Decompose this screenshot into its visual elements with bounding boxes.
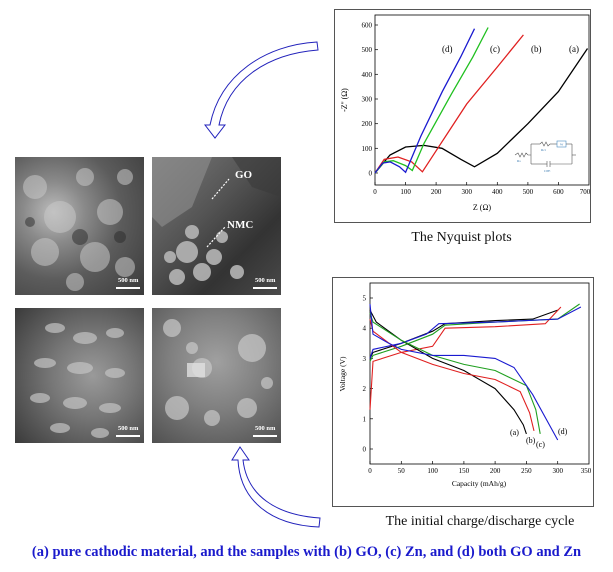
- nyquist-caption: The Nyquist plots: [411, 230, 512, 245]
- sem-image-c: 500 nm: [15, 308, 144, 443]
- x-tick: 500: [523, 188, 534, 196]
- y-tick: 500: [362, 46, 373, 54]
- series-b-charge-line: [369, 306, 562, 410]
- series-c-discharge-line: [369, 312, 541, 434]
- scale-label: 500 nm: [118, 277, 139, 284]
- y-tick: 600: [362, 22, 373, 30]
- nmc-label: NMC: [227, 219, 254, 231]
- y-tick: 100: [362, 145, 373, 153]
- scale-label: 500 nm: [255, 277, 276, 284]
- y-axis-label: Voltage (V): [338, 356, 347, 392]
- x-tick: 350: [581, 467, 592, 475]
- series-d-discharge-line: [369, 303, 559, 441]
- y-tick: 1: [363, 415, 367, 423]
- x-tick: 200: [490, 467, 501, 475]
- nyquist-plot: 0 100 200 300 400 500 600 700 0 100 200 …: [340, 14, 591, 212]
- series-label-b: (b): [531, 44, 542, 54]
- scale-label: 500 nm: [118, 425, 139, 432]
- series-a-discharge-line: [369, 309, 527, 435]
- series-label-c: (c): [490, 44, 500, 54]
- scale-label: 500 nm: [255, 425, 276, 432]
- y-tick: 0: [369, 170, 373, 178]
- x-tick: 700: [580, 188, 590, 196]
- curved-arrow-up-icon: [231, 446, 321, 528]
- figure-caption: (a) pure cathodic material, and the samp…: [31, 544, 582, 560]
- cpe-label: CPE: [544, 169, 550, 173]
- y-axis-label: -Z'' (Ω): [340, 88, 349, 112]
- x-axis-label: Capacity (mAh/g): [452, 479, 507, 488]
- series-c-line: [374, 27, 489, 174]
- x-tick: 600: [553, 188, 564, 196]
- x-tick: 100: [400, 188, 411, 196]
- equivalent-circuit-inset: [514, 140, 576, 167]
- x-tick: 300: [552, 467, 563, 475]
- charge-discharge-chart: 0 50 100 150 200 250 300 350 0 1 2 3 4 5…: [332, 277, 594, 507]
- scale-bar: [116, 287, 140, 289]
- charge-discharge-plot: 0 50 100 150 200 250 300 350 0 1 2 3 4 5…: [338, 282, 592, 488]
- x-tick: 50: [398, 467, 406, 475]
- y-tick: 400: [362, 71, 373, 79]
- scale-bar: [116, 435, 140, 437]
- x-axis-label: Z (Ω): [473, 203, 491, 212]
- x-tick: 150: [459, 467, 470, 475]
- y-tick: 300: [362, 96, 373, 104]
- series-a-charge-line: [369, 309, 558, 359]
- sem-texture: [23, 168, 135, 291]
- series-b-discharge-line: [369, 318, 535, 432]
- x-tick: 100: [427, 467, 438, 475]
- sem-image-d: 500 nm: [152, 308, 281, 443]
- sem-texture: [163, 319, 273, 426]
- rs-label: Rs: [517, 159, 521, 163]
- x-tick: 250: [521, 467, 532, 475]
- series-label-d: (d): [558, 427, 568, 436]
- sem-texture: [30, 323, 125, 438]
- y-tick: 200: [362, 120, 373, 128]
- y-tick: 4: [363, 325, 367, 333]
- series-a-line: [374, 48, 589, 174]
- x-tick: 300: [461, 188, 472, 196]
- w-label: W: [560, 143, 564, 147]
- series-label-d: (d): [442, 44, 453, 54]
- sem-texture: [152, 157, 281, 285]
- charge-discharge-caption: The initial charge/discharge cycle: [385, 514, 575, 529]
- series-label-c: (c): [536, 440, 545, 449]
- sem-image-a: 500 nm: [15, 157, 144, 295]
- series-label-b: (b): [526, 436, 536, 445]
- series-d-line: [374, 28, 476, 174]
- y-tick: 5: [363, 295, 367, 303]
- series-label-a: (a): [510, 428, 519, 437]
- scale-bar: [253, 287, 277, 289]
- rct-label: Rct: [541, 148, 546, 152]
- y-tick: 3: [363, 355, 367, 363]
- x-tick: 0: [368, 467, 372, 475]
- y-tick: 0: [363, 446, 367, 454]
- series-b-line: [374, 34, 524, 174]
- scale-bar: [253, 435, 277, 437]
- go-label: GO: [235, 169, 253, 181]
- curved-arrow-down-icon: [203, 41, 319, 139]
- x-tick: 0: [373, 188, 377, 196]
- y-tick: 2: [363, 385, 367, 393]
- sem-image-b: GO NMC 500 nm: [152, 157, 281, 295]
- x-tick: 200: [431, 188, 442, 196]
- x-tick: 400: [492, 188, 503, 196]
- nyquist-chart: 0 100 200 300 400 500 600 700 0 100 200 …: [334, 9, 591, 223]
- series-label-a: (a): [569, 44, 579, 54]
- series-d-charge-line: [369, 306, 582, 359]
